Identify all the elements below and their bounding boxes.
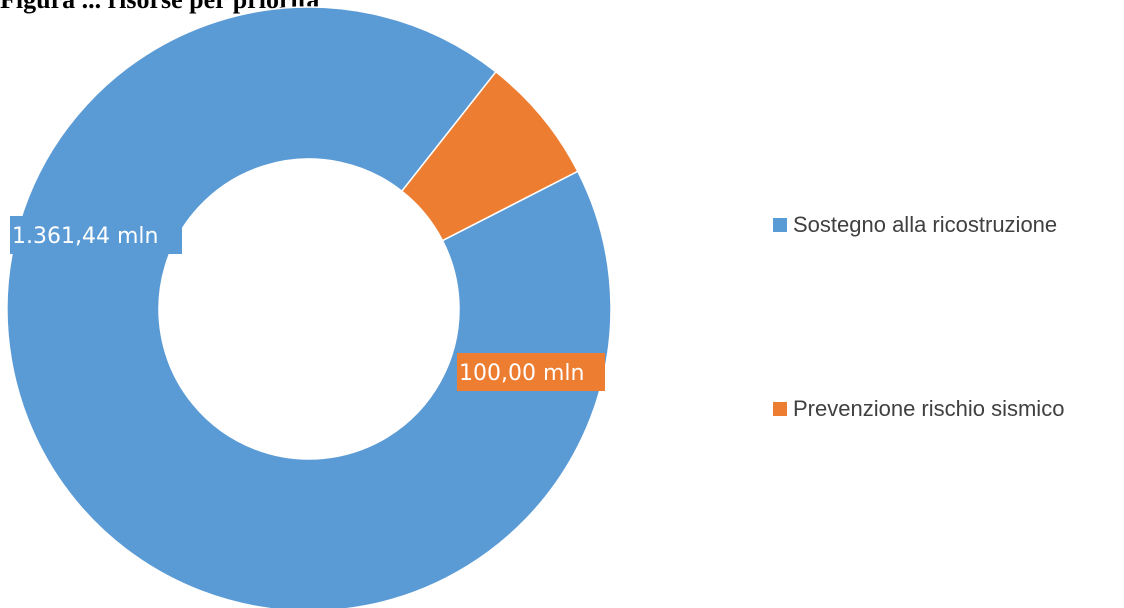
donut-slice-sostegno xyxy=(6,6,612,608)
legend-swatch-sostegno xyxy=(773,218,787,232)
svg-text:1.361,44 mln: 1.361,44 mln xyxy=(12,224,158,249)
legend-swatch-prevenzione xyxy=(773,402,787,416)
legend-label-sostegno: Sostegno alla ricostruzione xyxy=(793,212,1058,237)
data-label-prevenzione: 100,00 mln xyxy=(457,353,605,391)
legend-item-prevenzione: Prevenzione rischio sismico xyxy=(773,396,1064,422)
legend-item-sostegno: Sostegno alla ricostruzione xyxy=(773,212,1057,238)
chart-title: Figura ... risorse per priorità xyxy=(0,0,330,14)
donut-slice-prevenzione xyxy=(400,70,579,242)
svg-text:100,00 mln: 100,00 mln xyxy=(459,361,584,386)
data-label-sostegno: 1.361,44 mln xyxy=(10,216,182,254)
legend-label-prevenzione: Prevenzione rischio sismico xyxy=(793,396,1065,421)
